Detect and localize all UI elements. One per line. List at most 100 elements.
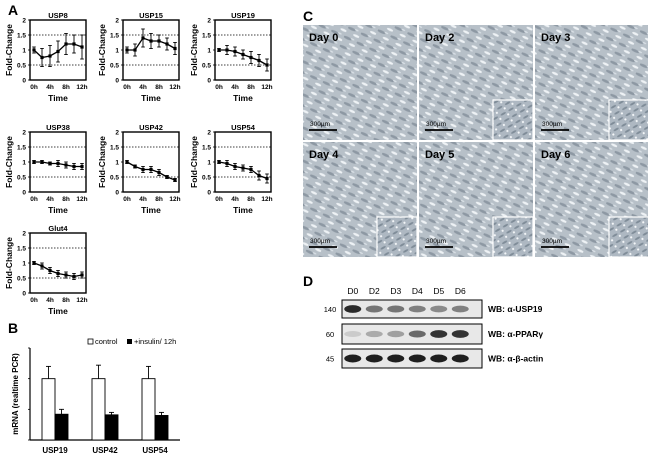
data-point: [233, 49, 237, 54]
x-axis-label: Time: [141, 93, 161, 103]
blot-label: WB: α-USP19: [488, 304, 543, 314]
y-tick-label: 1.5: [17, 245, 26, 252]
mw-marker: 60: [326, 330, 334, 339]
x-tick-label: 12h: [261, 84, 272, 91]
data-point: [80, 164, 84, 169]
x-tick-label: 0h: [123, 84, 131, 91]
x-tick-label: 4h: [231, 196, 239, 203]
y-tick-label: 0.5: [110, 174, 119, 181]
y-tick-label: 0.5: [17, 275, 26, 282]
x-tick-label: 8h: [62, 297, 70, 304]
data-point: [64, 163, 68, 167]
data-point: [72, 164, 76, 169]
data-point: [133, 164, 137, 169]
x-tick-label: 12h: [76, 84, 87, 91]
band: [365, 305, 383, 313]
data-point: [125, 160, 129, 164]
band: [408, 305, 426, 313]
mini-chart-usp54: USP54 0 0.5 1 1.5 2 0h 4h 8h 12h Time Fold-Change: [187, 122, 279, 220]
data-point: [48, 161, 52, 166]
category-label: USP19: [42, 446, 68, 455]
x-tick-label: 0h: [123, 196, 131, 203]
y-tick-label: 0.5: [202, 62, 211, 69]
blot-label: WB: α-β-actin: [488, 354, 543, 364]
y-tick-label: 1.5: [202, 32, 211, 39]
x-axis-label: Time: [48, 306, 68, 316]
data-point: [233, 164, 237, 169]
x-axis-label: Time: [233, 93, 253, 103]
data-point: [149, 39, 153, 43]
y-tick-label: 1: [115, 159, 119, 166]
x-tick-label: 12h: [169, 84, 180, 91]
band: [408, 330, 426, 338]
y-axis-label: Fold-Change: [4, 24, 14, 76]
y-axis-label: Fold-Change: [4, 237, 14, 289]
data-point: [64, 42, 68, 46]
plot-frame: [122, 131, 180, 193]
lane-label: D5: [433, 286, 444, 296]
data-point: [56, 49, 60, 54]
panel-b-bar-chart: mRNA (realtime PCR) control +insulin/ 12h U…: [0, 330, 200, 470]
y-tick-label: 0.5: [110, 62, 119, 69]
panel-letter-b: B: [8, 320, 19, 336]
band: [344, 354, 362, 363]
y-tick-label: 0.5: [17, 174, 26, 181]
x-tick-label: 0h: [215, 196, 223, 203]
blot-svg: D0 D2 D3 D4 D5 D6 140 WB: α-USP19 60 WB: α-PPARγ 4…: [324, 286, 543, 369]
mini-chart-glut4: Glut4 0 0.5 1 1.5 2 0h 4h 8h 12h Time Fold-Change: [2, 223, 94, 321]
bar: [141, 378, 156, 441]
chart-title: USP42: [139, 123, 163, 132]
chart-title: USP38: [46, 123, 70, 132]
data-point: [32, 48, 36, 52]
mw-marker: 45: [326, 355, 334, 364]
band: [344, 331, 362, 337]
mini-chart-usp42: USP42 0 0.5 1 1.5 2 0h 4h 8h 12h Time Fold-Change: [95, 122, 187, 220]
band: [365, 354, 383, 363]
y-tick-label: 0: [22, 77, 26, 84]
scale-bar-label: 300µm: [426, 238, 446, 245]
x-tick-label: 8h: [247, 196, 255, 203]
y-tick-label: 1: [22, 260, 26, 267]
panel-letter-c: C: [303, 8, 314, 24]
inset-zoom: [376, 216, 418, 258]
data-point: [241, 52, 245, 57]
data-point: [165, 42, 169, 46]
y-tick-label: 2: [22, 230, 26, 237]
blot-label: WB: α-PPARγ: [488, 329, 543, 339]
x-tick-label: 4h: [46, 297, 54, 304]
scale-bar-label: 300µm: [542, 238, 562, 245]
band: [344, 305, 362, 313]
x-tick-label: 8h: [62, 84, 70, 91]
x-tick-label: 8h: [62, 196, 70, 203]
lane-label: D0: [347, 286, 358, 296]
mini-chart-svg: USP8 0 0.5 1 1.5 2 0h 4h 8h 12h Time Fold-Change: [4, 11, 88, 103]
y-axis-label: Fold-Change: [189, 24, 199, 76]
y-tick-label: 0: [115, 189, 119, 196]
y-tick-label: 1.5: [17, 32, 26, 39]
panel-letter-a: A: [8, 2, 19, 18]
chart-title: USP8: [48, 11, 68, 20]
x-tick-label: 4h: [139, 196, 147, 203]
scale-bar-label: 300µm: [426, 121, 446, 128]
y-axis-label: Fold-Change: [97, 24, 107, 76]
legend-swatch-control: [87, 338, 94, 345]
scale-bar-label: 300µm: [542, 121, 562, 128]
data-point: [157, 170, 161, 175]
data-point: [40, 55, 44, 60]
bar: [104, 414, 119, 441]
bar: [154, 415, 169, 441]
band: [387, 354, 405, 363]
data-point: [257, 58, 261, 63]
data-point: [40, 264, 44, 268]
day-label: Day 0: [309, 32, 338, 44]
band: [451, 354, 469, 363]
x-tick-label: 8h: [155, 84, 163, 91]
data-point: [173, 178, 177, 182]
y-axis-label: mRNA (realtime PCR): [11, 353, 20, 435]
panel-d-western-blot: D0 D2 D3 D4 D5 D6 140 WB: α-USP19 60 WB: α-PPARγ 4…: [320, 282, 645, 377]
data-point: [80, 273, 84, 277]
data-point: [72, 42, 76, 46]
band: [408, 354, 426, 363]
x-axis-label: Time: [233, 205, 253, 215]
data-point: [32, 160, 36, 164]
